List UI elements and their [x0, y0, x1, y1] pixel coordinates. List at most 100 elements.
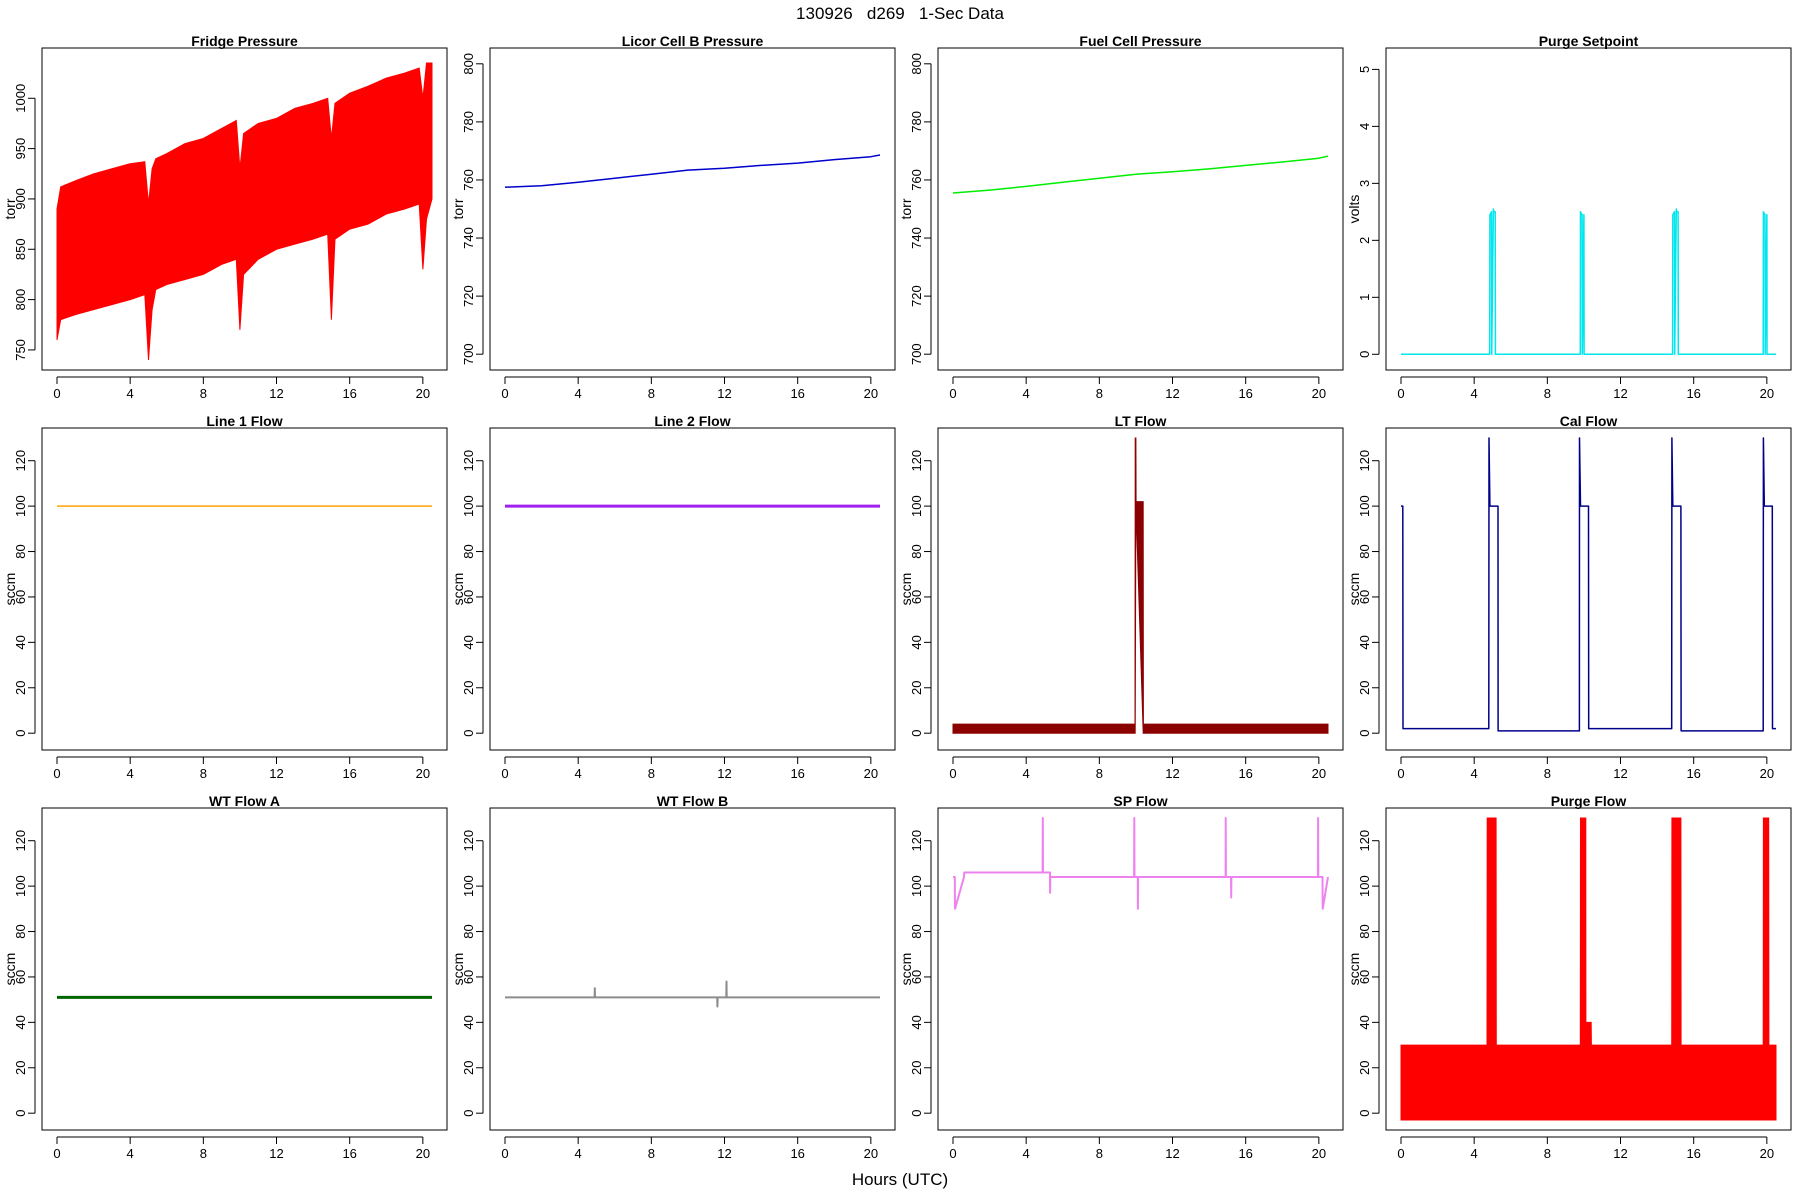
y-tick-label: 0 [1357, 1110, 1372, 1117]
y-tick-label: 100 [461, 495, 476, 517]
y-tick-label: 20 [1357, 1061, 1372, 1075]
plot-frame [489, 427, 896, 751]
plot-frame [41, 47, 448, 371]
y-tick-label: 80 [461, 544, 476, 558]
y-tick-label: 800 [13, 289, 28, 311]
x-tick-label: 4 [127, 766, 134, 781]
y-axis-label: sccm [1346, 953, 1362, 986]
y-tick-label: 760 [909, 169, 924, 191]
y-axis-label: sccm [2, 573, 18, 606]
y-tick-label: 60 [461, 590, 476, 604]
y-tick-label: 120 [13, 830, 28, 852]
x-tick-label: 4 [127, 386, 134, 401]
y-tick-label: 750 [13, 339, 28, 361]
x-tick-label: 16 [790, 766, 804, 781]
plot-frame [937, 807, 1344, 1131]
x-tick-label: 12 [1613, 766, 1627, 781]
panel-licor-cell-b-pressure: Licor Cell B Pressure torr 700 720 740 760 780… [450, 33, 896, 401]
x-tick-label: 16 [1686, 766, 1700, 781]
x-tick-label: 8 [648, 1146, 655, 1161]
y-tick-label: 120 [461, 450, 476, 472]
plot-frame [489, 47, 896, 371]
y-tick-label: 80 [461, 924, 476, 938]
x-tick-label: 4 [127, 1146, 134, 1161]
x-tick-label: 4 [575, 1146, 582, 1161]
chart-title: Line 2 Flow [654, 413, 730, 429]
y-tick-label: 60 [13, 970, 28, 984]
y-axis-label: torr [898, 198, 914, 219]
y-tick-label: 80 [1357, 924, 1372, 938]
y-tick-label: 1 [1357, 294, 1372, 301]
panel-purge-flow: Purge Flow sccm 0 20 40 60 80 100 120 0 4 8 12 16 20 [1346, 793, 1792, 1161]
x-tick-label: 0 [949, 766, 956, 781]
x-tick-label: 4 [1023, 766, 1030, 781]
x-tick-label: 0 [501, 1146, 508, 1161]
series-line [1401, 208, 1776, 356]
x-tick-label: 12 [717, 1146, 731, 1161]
y-tick-label: 80 [909, 544, 924, 558]
series-line [953, 817, 1329, 910]
series-line [952, 155, 1329, 194]
y-tick-label: 0 [13, 1110, 28, 1117]
panel-fuel-cell-pressure: Fuel Cell Pressure torr 700 720 740 760 780 800… [898, 33, 1344, 401]
x-tick-label: 16 [342, 386, 356, 401]
x-tick-label: 8 [1096, 766, 1103, 781]
y-tick-label: 80 [1357, 544, 1372, 558]
y-tick-label: 100 [13, 875, 28, 897]
series-cal-flow [1401, 437, 1776, 732]
x-tick-label: 20 [1760, 386, 1774, 401]
series-licor-cell-b-pressure [504, 154, 881, 188]
y-axis-label: sccm [1346, 573, 1362, 606]
y-tick-label: 100 [1357, 495, 1372, 517]
y-tick-label: 850 [13, 238, 28, 260]
y-tick-label: 20 [909, 1061, 924, 1075]
y-tick-label: 100 [461, 875, 476, 897]
y-tick-label: 40 [1357, 1015, 1372, 1029]
chart-title: Fridge Pressure [191, 33, 298, 49]
y-tick-label: 80 [13, 924, 28, 938]
series-band [1400, 817, 1777, 1121]
y-tick-label: 3 [1357, 180, 1372, 187]
y-tick-label: 0 [13, 730, 28, 737]
y-axis-label: torr [2, 198, 18, 219]
x-tick-label: 0 [53, 386, 60, 401]
x-tick-label: 0 [501, 766, 508, 781]
y-tick-label: 0 [461, 730, 476, 737]
y-tick-label: 60 [461, 970, 476, 984]
x-tick-label: 8 [1096, 1146, 1103, 1161]
x-tick-label: 20 [864, 766, 878, 781]
x-tick-label: 16 [790, 386, 804, 401]
y-tick-label: 2 [1357, 237, 1372, 244]
y-tick-label: 60 [909, 970, 924, 984]
y-tick-label: 40 [1357, 635, 1372, 649]
x-tick-label: 4 [575, 766, 582, 781]
common-x-axis-label: Hours (UTC) [851, 1170, 949, 1189]
x-tick-label: 16 [790, 1146, 804, 1161]
x-tick-label: 16 [1238, 386, 1252, 401]
plot-frame [41, 807, 448, 1131]
x-tick-label: 0 [1397, 1146, 1404, 1161]
x-tick-label: 8 [200, 386, 207, 401]
y-tick-label: 0 [461, 1110, 476, 1117]
chart-title: WT Flow A [209, 793, 280, 809]
y-tick-label: 60 [1357, 970, 1372, 984]
y-tick-label: 100 [13, 495, 28, 517]
y-tick-label: 100 [909, 875, 924, 897]
x-tick-label: 4 [1471, 766, 1478, 781]
x-tick-label: 12 [269, 386, 283, 401]
x-tick-label: 0 [53, 1146, 60, 1161]
y-axis-label: sccm [450, 573, 466, 606]
plot-frame [489, 807, 896, 1131]
x-tick-label: 20 [1312, 766, 1326, 781]
chart-title: Purge Flow [1551, 793, 1627, 809]
chart-title: Line 1 Flow [206, 413, 282, 429]
x-tick-label: 12 [269, 1146, 283, 1161]
y-tick-label: 720 [461, 285, 476, 307]
y-tick-label: 120 [1357, 450, 1372, 472]
y-tick-label: 4 [1357, 123, 1372, 130]
x-tick-label: 8 [200, 1146, 207, 1161]
x-tick-label: 4 [1471, 386, 1478, 401]
y-tick-label: 20 [1357, 681, 1372, 695]
y-tick-label: 20 [461, 681, 476, 695]
x-tick-label: 8 [648, 766, 655, 781]
